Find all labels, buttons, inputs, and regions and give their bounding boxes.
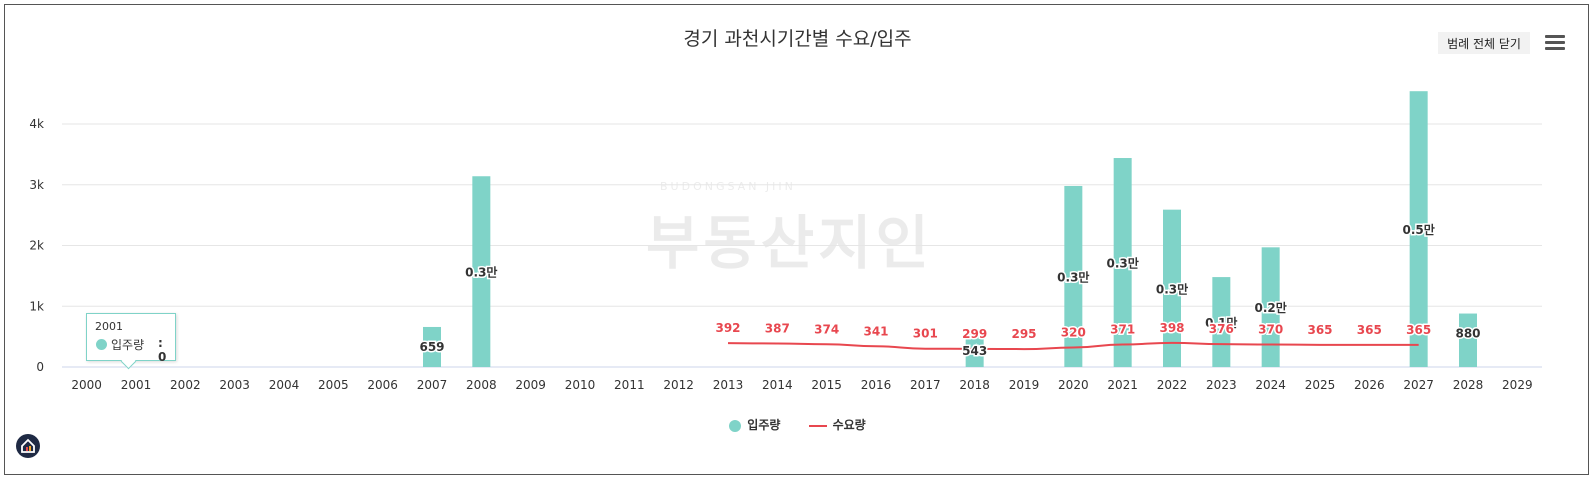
x-tick-label: 2013 [713, 378, 744, 392]
x-tick-label: 2021 [1107, 378, 1138, 392]
line-data-label: 371 [1110, 322, 1135, 336]
x-tick-label: 2005 [318, 378, 349, 392]
legend-marker-demand [808, 424, 827, 427]
x-tick-label: 2009 [515, 378, 546, 392]
x-tick-label: 2022 [1157, 378, 1188, 392]
tooltip-value: : 0 [158, 336, 167, 364]
x-tick-label: 2011 [614, 378, 645, 392]
x-tick-label: 2012 [663, 378, 694, 392]
legend-item-move-in[interactable]: 입주량 [729, 416, 780, 433]
bar-data-label: 0.5만 [1403, 222, 1435, 237]
bar-move-in[interactable] [472, 176, 491, 367]
bar-move-in[interactable] [1409, 91, 1428, 367]
tooltip-series-name: 입주량 [111, 338, 145, 352]
x-tick-label: 2028 [1453, 378, 1484, 392]
line-data-label: 301 [913, 327, 938, 341]
x-tick-label: 2003 [219, 378, 250, 392]
x-tick-label: 2004 [269, 378, 300, 392]
bar-data-label: 0.2만 [1255, 300, 1287, 315]
y-tick-label: 1k [29, 299, 44, 313]
bar-data-label: 659 [419, 340, 444, 354]
legend-toggle-button[interactable]: 범례 전체 닫기 [1438, 32, 1530, 54]
line-data-label: 365 [1357, 323, 1382, 337]
x-tick-label: 2001 [121, 378, 152, 392]
line-demand[interactable] [727, 341, 1419, 351]
chart-title: 경기 과천시기간별 수요/입주 [683, 28, 912, 50]
x-tick-label: 2007 [417, 378, 448, 392]
legend-label-demand: 수요량 [832, 418, 866, 432]
chart-legend: 입주량 수요량 [0, 416, 1595, 433]
x-tick-label: 2019 [1009, 378, 1040, 392]
line-data-label: 376 [1209, 322, 1234, 336]
line-data-label: 370 [1258, 323, 1283, 337]
tooltip-series-dot [96, 339, 107, 350]
x-tick-label: 2010 [565, 378, 596, 392]
bar-move-in[interactable] [1261, 247, 1280, 367]
tooltip: 2001 입주량 : 0 [86, 313, 176, 370]
line-data-label: 392 [715, 321, 740, 335]
line-data-label: 387 [765, 321, 790, 335]
x-tick-label: 2014 [762, 378, 793, 392]
bar-data-label: 0.1만 [1205, 315, 1237, 330]
bar-move-in[interactable] [1459, 313, 1477, 367]
legend-label-move-in: 입주량 [747, 418, 781, 432]
bar-data-label: 0.3만 [465, 265, 497, 280]
bar-data-label: 880 [1455, 327, 1480, 341]
line-data-label: 299 [962, 327, 987, 341]
bar-move-in[interactable] [1064, 185, 1083, 367]
x-tick-label: 2008 [466, 378, 497, 392]
bar-data-label: 0.3만 [1057, 269, 1089, 284]
bar-data-label: 0.3만 [1156, 281, 1188, 296]
bar-move-in[interactable] [1163, 209, 1181, 367]
line-data-label: 365 [1406, 323, 1431, 337]
bar-data-label: 0.3만 [1107, 256, 1139, 271]
legend-item-demand[interactable]: 수요량 [808, 416, 866, 433]
chart-frame [4, 4, 1589, 475]
x-tick-label: 2027 [1403, 378, 1434, 392]
x-tick-label: 2020 [1058, 378, 1089, 392]
bar-move-in[interactable] [965, 334, 984, 367]
y-tick-label: 4k [29, 117, 44, 131]
bar-move-in[interactable] [1113, 158, 1132, 367]
x-tick-label: 2026 [1354, 378, 1385, 392]
x-tick-label: 2024 [1255, 378, 1286, 392]
line-data-label: 320 [1061, 326, 1086, 340]
x-tick-label: 2015 [811, 378, 842, 392]
y-tick-label: 2k [29, 239, 44, 253]
x-tick-label: 2000 [71, 378, 102, 392]
x-tick-label: 2029 [1502, 378, 1533, 392]
line-data-label: 341 [863, 324, 888, 338]
tooltip-category: 2001 [95, 320, 123, 333]
x-tick-label: 2023 [1206, 378, 1237, 392]
y-tick-label: 3k [29, 178, 44, 192]
house-logo-icon[interactable] [16, 434, 40, 458]
line-data-label: 365 [1307, 323, 1332, 337]
y-tick-label: 0 [36, 360, 44, 374]
x-tick-label: 2018 [959, 378, 990, 392]
legend-marker-move-in [729, 419, 742, 432]
x-tick-label: 2016 [861, 378, 892, 392]
x-tick-label: 2002 [170, 378, 201, 392]
bar-data-label: 543 [962, 344, 987, 358]
line-data-label: 374 [814, 322, 839, 336]
line-data-label: 398 [1159, 321, 1184, 335]
bar-move-in[interactable] [423, 326, 441, 367]
x-tick-label: 2017 [910, 378, 941, 392]
line-data-label: 295 [1011, 327, 1036, 341]
hamburger-menu-icon[interactable] [1545, 34, 1567, 52]
x-tick-label: 2025 [1305, 378, 1336, 392]
x-tick-label: 2006 [367, 378, 398, 392]
